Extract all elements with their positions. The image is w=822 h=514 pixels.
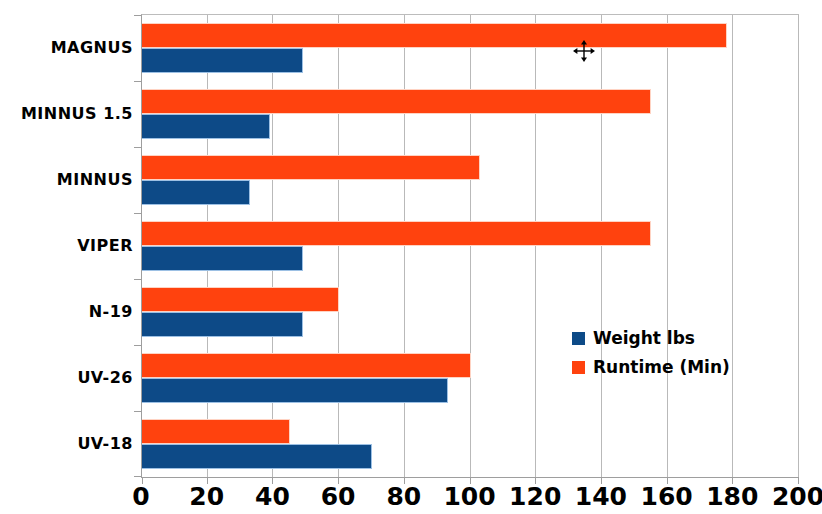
y-axis-tick-7 — [134, 476, 141, 477]
weight-bar-n-19[interactable] — [142, 312, 303, 337]
x-tick-label-200: 200 — [753, 482, 822, 511]
gridline-x-200 — [798, 15, 799, 477]
legend-label-weight: Weight lbs — [593, 330, 695, 347]
legend[interactable]: Weight lbs Runtime (Min) — [572, 327, 730, 385]
runtime-bar-viper[interactable] — [142, 221, 651, 246]
category-label-uv-18: UV-18 — [0, 410, 133, 476]
weight-bar-minnus[interactable] — [142, 180, 250, 205]
chart-canvas: Weight lbs Runtime (Min) 020406080100120… — [0, 0, 822, 514]
runtime-bar-uv-26[interactable] — [142, 353, 471, 378]
y-axis-tick-5 — [134, 345, 141, 346]
y-axis-tick-2 — [134, 147, 141, 148]
category-label-viper: VIPER — [0, 212, 133, 278]
weight-bar-uv-26[interactable] — [142, 378, 448, 403]
runtime-bar-magnus[interactable] — [142, 23, 727, 48]
y-axis-tick-6 — [134, 411, 141, 412]
category-label-uv-26: UV-26 — [0, 344, 133, 410]
runtime-bar-n-19[interactable] — [142, 287, 339, 312]
move-cursor-icon — [573, 40, 595, 62]
y-axis-tick-0 — [134, 15, 141, 16]
weight-bar-uv-18[interactable] — [142, 444, 372, 469]
legend-label-runtime: Runtime (Min) — [593, 359, 730, 376]
weight-bar-magnus[interactable] — [142, 48, 303, 73]
gridline-x-80 — [404, 15, 405, 477]
legend-item-weight[interactable]: Weight lbs — [572, 327, 730, 349]
category-label-minnus: MINNUS — [0, 146, 133, 212]
category-label-n-19: N-19 — [0, 278, 133, 344]
runtime-bar-uv-18[interactable] — [142, 419, 290, 444]
plot-area — [141, 14, 799, 478]
y-axis-tick-4 — [134, 279, 141, 280]
y-axis-tick-1 — [134, 81, 141, 82]
legend-item-runtime[interactable]: Runtime (Min) — [572, 356, 730, 378]
runtime-bar-minnus-1-5[interactable] — [142, 89, 651, 114]
category-label-magnus: MAGNUS — [0, 14, 133, 80]
gridline-x-180 — [732, 15, 733, 477]
runtime-bar-minnus[interactable] — [142, 155, 480, 180]
weight-bar-viper[interactable] — [142, 246, 303, 271]
gridline-x-120 — [535, 15, 536, 477]
gridline-x-140 — [601, 15, 602, 477]
y-axis-tick-3 — [134, 213, 141, 214]
gridline-x-60 — [338, 15, 339, 477]
gridline-x-100 — [470, 15, 471, 477]
category-label-minnus-1-5: MINNUS 1.5 — [0, 80, 133, 146]
weight-series-swatch-icon — [572, 332, 585, 345]
weight-bar-minnus-1-5[interactable] — [142, 114, 270, 139]
runtime-series-swatch-icon — [572, 361, 585, 374]
gridline-x-160 — [667, 15, 668, 477]
